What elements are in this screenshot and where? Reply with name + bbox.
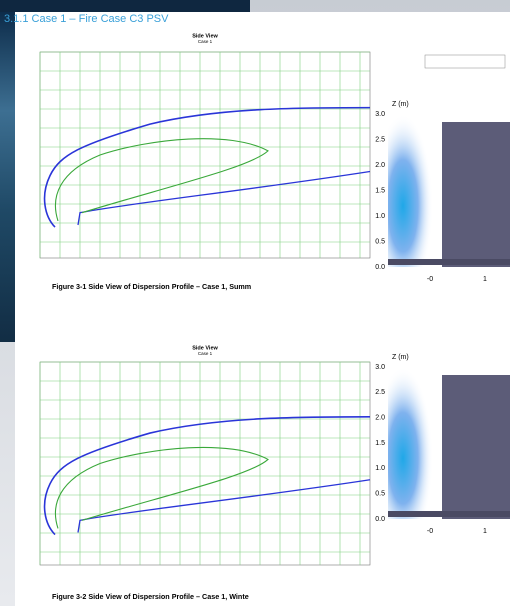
plot-area <box>40 52 370 258</box>
panel-y-tick-label: 2.5 <box>375 389 385 396</box>
plot-area <box>40 362 370 565</box>
cfd-floor <box>388 511 510 517</box>
panel-x-tick-label: 1 <box>483 276 487 283</box>
cfd-vapor <box>388 367 438 519</box>
panel-y-tick-label: 1.5 <box>375 187 385 194</box>
legend-box <box>425 55 505 68</box>
figure-caption: Figure 3-2 Side View of Dispersion Profi… <box>52 592 249 601</box>
panel-y-tick-label: 0.5 <box>375 491 385 498</box>
panel-y-tick-label: 3.0 <box>375 364 385 371</box>
panel-y-tick-label: 1.5 <box>375 440 385 447</box>
cfd-vapor <box>388 114 438 267</box>
panel-x-tick-label: -0 <box>427 276 433 283</box>
panel-y-tick-label: 1.0 <box>375 465 385 472</box>
panel-y-tick-label: 0.0 <box>375 516 385 523</box>
screenshot: 3.1.1 Case 1 – Fire Case C3 PSV Side Vie… <box>0 0 510 606</box>
cfd-floor <box>388 259 510 265</box>
cfd-structure <box>442 122 510 267</box>
panel-y-tick-label: 2.0 <box>375 162 385 169</box>
panel-y-tick-label: 3.0 <box>375 111 385 118</box>
panel-y-tick-label: 2.0 <box>375 415 385 422</box>
panel-y-tick-label: 0.0 <box>375 264 385 271</box>
page: 3.1.1 Case 1 – Fire Case C3 PSV Side Vie… <box>0 0 510 606</box>
top-bar <box>0 0 250 12</box>
panel-y-tick-label: 1.0 <box>375 213 385 220</box>
cfd-structure <box>442 375 510 519</box>
photo-edge <box>0 12 15 342</box>
chart-subtitle: Case 1 <box>198 39 213 44</box>
panel-y-tick-label: 0.5 <box>375 238 385 245</box>
section-heading: 3.1.1 Case 1 – Fire Case C3 PSV <box>4 13 169 25</box>
panel-y-tick-label: 2.5 <box>375 136 385 143</box>
chart-subtitle: Case 1 <box>198 351 213 356</box>
figure-caption: Figure 3-1 Side View of Dispersion Profi… <box>52 282 251 291</box>
panel-x-tick-label: 1 <box>483 528 487 535</box>
panel-axis-label: Z (m) <box>392 101 409 108</box>
panel-x-tick-label: -0 <box>427 528 433 535</box>
panel-axis-label: Z (m) <box>392 354 409 361</box>
